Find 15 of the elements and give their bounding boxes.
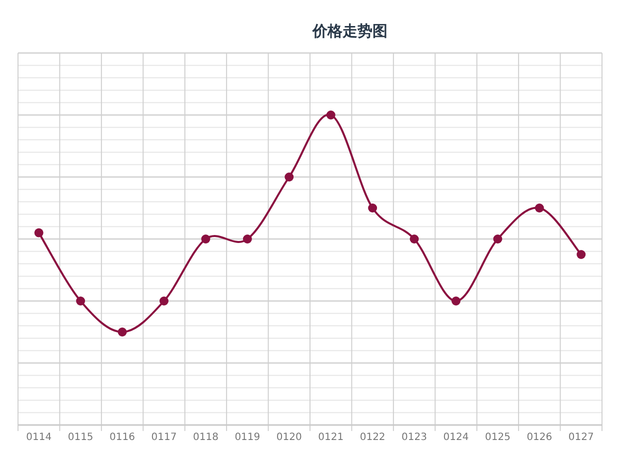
x-tick-label: 0117	[151, 432, 177, 443]
x-tick-label: 0123	[402, 432, 427, 443]
x-tick-label: 0119	[234, 432, 260, 443]
x-tick-label: 0120	[276, 432, 302, 443]
x-tick-label: 0127	[568, 432, 594, 443]
x-tick-label: 0124	[443, 432, 469, 443]
x-tick-label: 0121	[318, 432, 344, 443]
x-tick-label: 0114	[26, 432, 52, 443]
x-tick-label: 0115	[68, 432, 94, 443]
title: 价格走势图	[312, 22, 388, 40]
x-tick-label: 0116	[110, 432, 135, 443]
x-tick-label: 0118	[193, 432, 218, 443]
x-tick-label: 0125	[485, 432, 510, 443]
x-tick-label: 0126	[526, 432, 552, 443]
x-tick-label: 0122	[360, 432, 386, 443]
